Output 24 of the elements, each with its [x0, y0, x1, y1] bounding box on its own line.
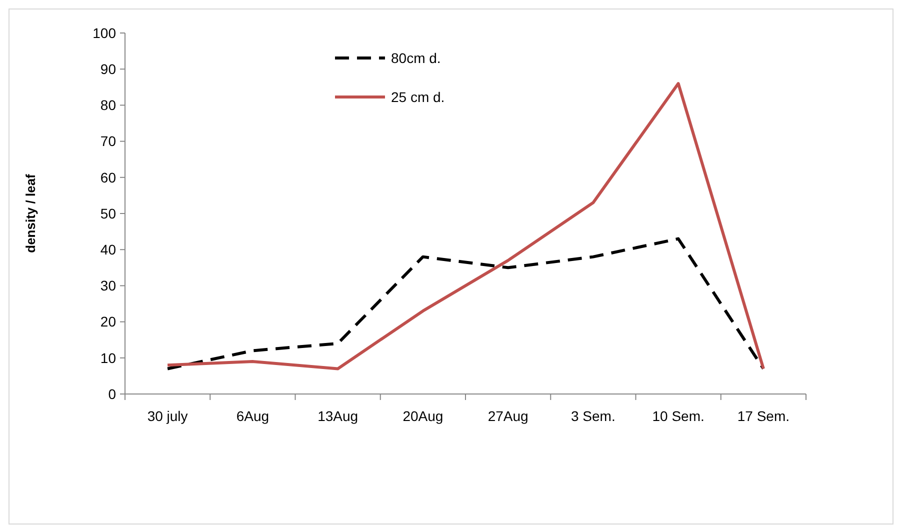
y-tick-label: 10 — [100, 350, 116, 366]
y-tick-label: 60 — [100, 169, 116, 186]
y-tick-label: 30 — [100, 278, 116, 294]
x-tick-label: 20Aug — [402, 408, 444, 424]
y-tick-label: 70 — [100, 133, 116, 150]
legend-label: 80cm d. — [391, 50, 441, 66]
y-tick-label: 50 — [100, 205, 116, 222]
x-tick-label: 3 Sem. — [571, 408, 616, 424]
x-tick-label: 6Aug — [236, 408, 270, 424]
x-tick-label: 27Aug — [488, 408, 528, 424]
y-tick-label: 20 — [100, 314, 116, 330]
y-tick-label: 0 — [108, 386, 116, 402]
x-tick-label: 10 Sem. — [652, 408, 704, 424]
y-tick-label: 80 — [100, 97, 116, 114]
x-tick-label: 13Aug — [318, 408, 358, 424]
y-tick-label: 40 — [100, 242, 116, 258]
y-tick-label: 100 — [92, 24, 116, 41]
x-tick-label: 30 july — [147, 408, 188, 424]
line-series — [166, 82, 765, 370]
y-tick-label: 90 — [100, 61, 116, 77]
legend-label: 25 cm d. — [391, 88, 445, 105]
y-axis-title: density / leaf — [23, 173, 38, 253]
x-tick-label: 17 Sem. — [737, 408, 790, 424]
line-series — [166, 237, 765, 370]
